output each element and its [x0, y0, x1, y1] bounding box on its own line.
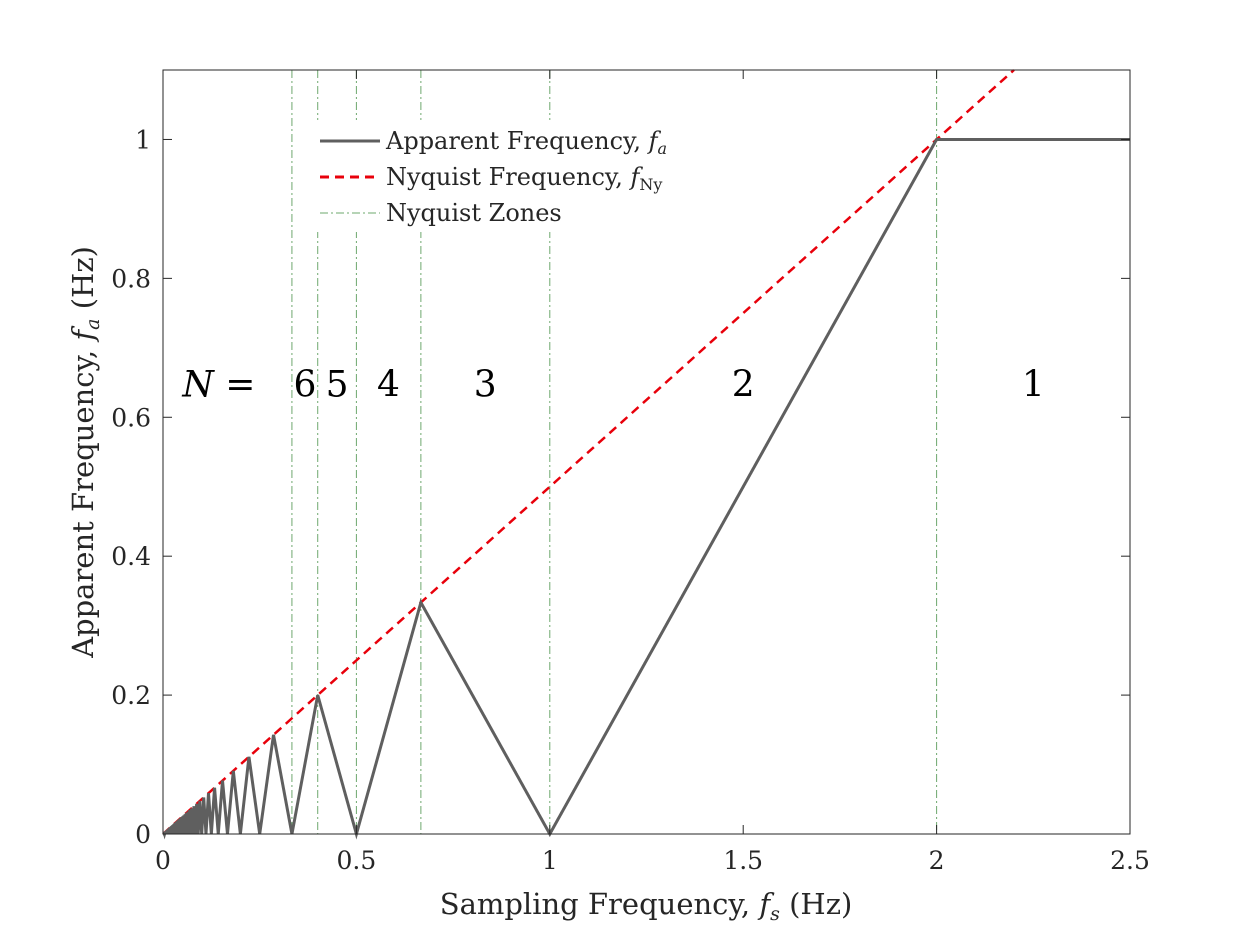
zone-label-5: 5 — [326, 364, 349, 405]
x-tick-label: 1.5 — [723, 846, 763, 875]
y-axis-ticks: 0 0.2 0.4 0.6 0.8 1 — [111, 125, 1130, 849]
nyquist-zone-lines — [291, 70, 938, 834]
y-tick-label: 0.8 — [111, 264, 151, 293]
zone-label-2: 2 — [732, 364, 755, 405]
apparent-frequency-line — [162, 137, 1130, 840]
x-axis-ticks: 0 0.5 1 1.5 2 2.5 — [155, 70, 1150, 875]
zone-label-4: 4 — [377, 364, 400, 405]
x-tick-label: 0 — [155, 846, 171, 875]
x-tick-label: 1 — [542, 846, 558, 875]
y-axis-label: Apparent Frequency, fa (Hz) — [66, 246, 104, 659]
apparent-frequency-layer — [162, 137, 1130, 840]
legend-label-nyquist: Nyquist Frequency, fNy — [386, 163, 662, 194]
y-tick-label: 1 — [135, 125, 151, 154]
legend-label-apparent: Apparent Frequency, fa — [385, 127, 667, 158]
zone-label-1: 1 — [1022, 364, 1045, 405]
y-tick-label: 0 — [135, 820, 151, 849]
nyquist-frequency-layer — [162, 69, 1015, 835]
axes-frame — [162, 69, 1131, 835]
zone-label-3: 3 — [474, 364, 497, 405]
x-tick-label: 2.5 — [1110, 846, 1150, 875]
x-tick-label: 0.5 — [337, 846, 377, 875]
legend-label-zones: Nyquist Zones — [386, 199, 562, 227]
nyquist-frequency-line — [162, 69, 1015, 835]
zone-label-6: 6 — [294, 364, 317, 405]
y-tick-label: 0.4 — [111, 542, 151, 571]
legend: Apparent Frequency, fa Nyquist Frequency… — [312, 120, 702, 232]
zone-prefix: N = — [181, 364, 255, 405]
x-axis-label: Sampling Frequency, fs (Hz) — [440, 887, 853, 925]
legend-box — [312, 120, 702, 232]
y-tick-label: 0.2 — [111, 681, 151, 710]
x-tick-label: 2 — [929, 846, 945, 875]
y-tick-label: 0.6 — [111, 403, 151, 432]
